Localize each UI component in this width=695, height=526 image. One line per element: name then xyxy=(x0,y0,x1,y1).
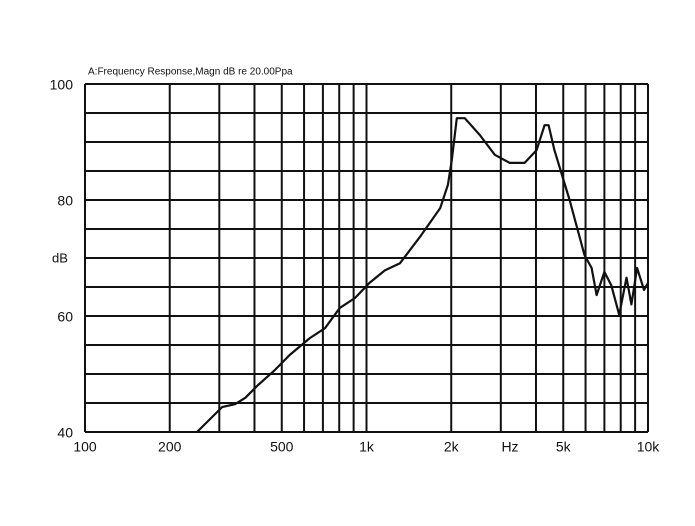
y-axis-label: dB xyxy=(52,250,68,265)
chart-title: A:Frequency Response,Magn dB re 20.00Ppa xyxy=(88,67,293,78)
y-tick-label: 80 xyxy=(57,193,73,209)
x-tick-label: 10k xyxy=(637,439,661,455)
y-tick-label: 100 xyxy=(50,77,74,93)
x-tick-label: 100 xyxy=(73,439,97,455)
x-tick-label: 500 xyxy=(270,439,294,455)
x-tick-label: 5k xyxy=(556,439,572,455)
x-tick-label: 200 xyxy=(158,439,182,455)
response-line xyxy=(196,117,649,433)
x-tick-label: 2k xyxy=(444,439,460,455)
y-tick-label: 60 xyxy=(57,309,73,325)
x-axis-label: Hz xyxy=(501,439,518,455)
y-tick-label: 40 xyxy=(57,425,73,441)
x-tick-label: 1k xyxy=(359,439,375,455)
